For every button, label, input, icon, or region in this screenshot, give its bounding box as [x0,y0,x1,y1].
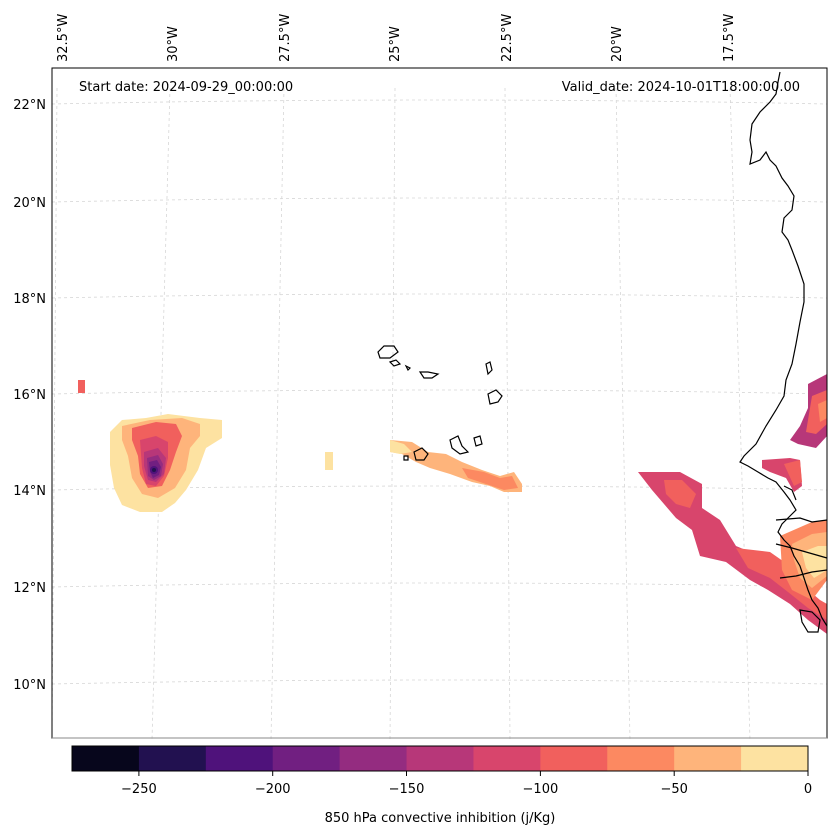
africa-coastline [783,485,797,501]
lat-tick-label: 20°N [13,196,46,211]
island [413,447,429,461]
africa-coastline [739,71,828,627]
africa-coastline [775,543,828,559]
colorbar-segment [205,746,274,771]
africa-coastline [775,517,828,523]
cin-patch [736,548,827,620]
lat-gridline [51,582,828,588]
lon-gridline [615,87,631,741]
cin-patch [78,380,85,393]
lon-tick-label: 27.5°W [278,14,293,62]
cin-patch [806,390,827,434]
valid-date-label: Valid_date: 2024-10-01T18:00:00.00 [562,80,800,95]
lat-gridline [51,293,828,299]
island [487,389,503,405]
lat-tick-label: 12°N [13,581,46,596]
map-panel: Start date: 2024-09-29_00:00:00 Valid_da… [13,14,828,741]
start-date-label: Start date: 2024-09-29_00:00:00 [79,80,293,95]
lat-gridline [51,99,828,105]
colorbar-segment [540,746,608,771]
colorbar-title: 850 hPa convective inhibition (j/Kg) [325,811,556,826]
colorbar-ticks [138,771,809,776]
cin-patch [784,460,802,486]
lat-tick-label: 18°N [13,292,46,307]
colorbar: −250 −200 −150 −100 −50 0 850 hPa convec… [71,745,812,826]
colorbar-tick-labels: −250 −200 −150 −100 −50 0 [121,782,812,797]
map-background [52,68,827,738]
lon-tick-labels: 32.5°W 30°W 27.5°W 25°W 22.5°W 20°W 17.5… [56,14,737,62]
colorbar-segment [406,746,474,771]
lon-gridline [389,87,396,741]
island [377,345,399,359]
cin-patch [802,546,827,578]
africa-coastline [799,609,821,633]
lat-tick-label: 22°N [13,98,46,113]
lon-tick-label: 32.5°W [56,14,71,62]
colorbar-segment [741,746,809,771]
cin-field [78,374,827,634]
island [403,455,409,461]
lon-tick-label: 22.5°W [500,14,515,62]
colorbar-outline [71,745,809,772]
island [449,435,470,455]
island [473,435,483,447]
colorbar-tick-label: 0 [804,782,812,797]
island [388,359,402,367]
colorbar-segment [607,746,675,771]
colorbar-segment [473,746,541,771]
colorbar-segment [272,746,341,771]
cin-patch [638,472,827,634]
cin-patch [325,452,333,470]
lon-gridline [151,87,171,741]
lon-gridline [504,87,511,741]
lon-tick-label: 20°W [610,26,625,62]
coastlines [377,71,828,633]
colorbar-tick-label: −200 [255,782,291,797]
colorbar-tick-label: −250 [121,782,157,797]
cin-patch [390,440,412,454]
colorbar-segment [138,746,207,771]
colorbar-tick-label: −50 [660,782,687,797]
lat-gridline [51,197,828,203]
lat-gridline [51,389,828,395]
lon-tick-label: 30°W [166,26,181,62]
island [418,371,440,379]
colorbar-segments [72,746,809,771]
colorbar-segment [72,746,140,771]
island [485,361,493,376]
colorbar-tick-label: −150 [389,782,425,797]
lon-gridline [51,87,58,741]
lat-tick-label: 14°N [13,484,46,499]
lon-tick-label: 17.5°W [722,14,737,62]
africa-coastline [779,569,828,579]
cin-patch [818,400,827,422]
colorbar-tick-label: −100 [523,782,559,797]
colorbar-segment [339,746,408,771]
lat-tick-label: 16°N [13,388,46,403]
lon-gridline [729,87,751,741]
cin-patch [152,468,156,472]
lon-gridline [270,87,285,741]
lat-tick-labels: 22°N 20°N 18°N 16°N 14°N 12°N 10°N [13,98,46,693]
lon-tick-label: 25°W [388,26,403,62]
cin-patch [462,468,518,490]
cin-patch [664,480,696,508]
colorbar-segment [674,746,742,771]
lat-tick-label: 10°N [13,678,46,693]
lat-gridline [51,679,828,685]
island [404,364,412,372]
